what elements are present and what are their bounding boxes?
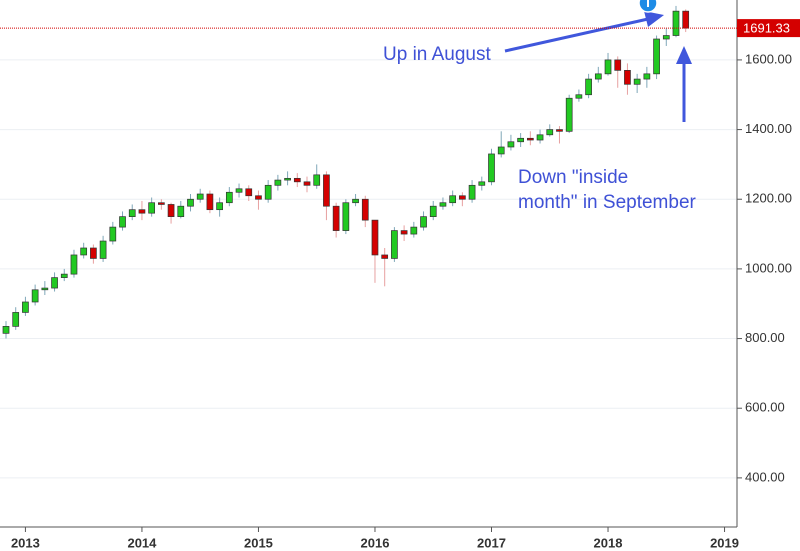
x-tick-label: 2019 — [710, 535, 739, 550]
candle-body — [22, 301, 29, 313]
candle-body — [662, 35, 670, 40]
candle-body — [459, 195, 466, 200]
y-tick-label: 1200.00 — [745, 191, 792, 206]
candle-body — [216, 202, 223, 211]
candle-body — [633, 78, 641, 85]
candle-body — [332, 205, 340, 231]
candle-body — [361, 198, 369, 221]
candle-body — [177, 205, 185, 218]
candle-body — [614, 59, 622, 71]
candle-body — [225, 191, 233, 204]
candles — [2, 5, 690, 339]
candle-body — [148, 202, 155, 214]
candle-body — [313, 174, 321, 186]
candle-body — [70, 254, 78, 275]
candle-body — [420, 216, 427, 228]
y-tick-label: 400.00 — [745, 469, 785, 484]
last-price-box — [737, 19, 800, 38]
x-tick-label: 2013 — [11, 535, 40, 550]
candle-body — [119, 216, 126, 228]
candle-body — [235, 188, 243, 193]
candle-body — [653, 38, 660, 75]
candle-body — [303, 181, 311, 186]
x-tick-label: 2015 — [244, 535, 273, 550]
candle-body — [80, 247, 88, 256]
candle-body — [264, 184, 272, 200]
candle-body — [672, 10, 680, 36]
candle-body — [255, 195, 262, 200]
candle-body — [643, 73, 651, 80]
candle-body — [526, 137, 534, 141]
candle-body — [284, 177, 291, 181]
candle-body — [400, 230, 408, 235]
annotation: Up in August — [383, 44, 491, 65]
y-tick-label: 1400.00 — [745, 121, 792, 136]
candle-body — [342, 202, 350, 231]
candle-body — [90, 247, 97, 259]
x-tick-label: 2018 — [594, 535, 623, 550]
x-tick-label: 2016 — [361, 535, 390, 550]
last-price-label: 1691.33 — [743, 21, 790, 36]
candle-body — [449, 195, 457, 204]
candle-body — [536, 134, 544, 141]
annotation: month" in September — [518, 192, 697, 213]
candle-body — [2, 326, 10, 334]
candle-body — [624, 70, 631, 85]
candle-body — [206, 193, 214, 211]
y-tick-label: 800.00 — [745, 330, 785, 345]
arrow — [504, 11, 664, 53]
candle-body — [51, 277, 58, 289]
candle-body — [507, 141, 515, 148]
candle-body — [517, 137, 524, 143]
candle-body — [381, 254, 389, 259]
candle-body — [497, 146, 505, 155]
candle-body — [187, 198, 194, 207]
candle-body — [488, 153, 495, 183]
candle-body — [109, 226, 117, 242]
candle-body — [41, 287, 49, 291]
candle-body — [565, 97, 573, 132]
candle-body — [12, 312, 20, 327]
candle-body — [274, 179, 282, 186]
candle-body — [410, 226, 418, 235]
candle-body — [323, 174, 330, 207]
candle-body — [546, 129, 554, 136]
candle-body — [128, 209, 136, 218]
x-tick-label: 2014 — [127, 535, 157, 550]
candle-body — [682, 10, 690, 29]
candle-body — [99, 240, 107, 259]
x-tick-label: 2017 — [477, 535, 506, 550]
candle-body — [293, 177, 301, 183]
candle-body — [594, 73, 602, 80]
candle-body — [371, 219, 379, 256]
candle-body — [468, 184, 476, 200]
candle-body — [196, 193, 204, 200]
candle-body — [585, 78, 592, 96]
candle-body — [575, 94, 583, 99]
candle-body — [31, 289, 39, 303]
candle-body — [391, 230, 398, 259]
candle-body — [429, 205, 437, 218]
candle-body — [556, 129, 563, 132]
y-tick-label: 1000.00 — [745, 260, 792, 275]
candle-body — [245, 188, 253, 197]
y-tick-label: 600.00 — [745, 400, 785, 415]
candle-body — [138, 209, 146, 214]
candle-body — [167, 204, 175, 218]
candle-body — [352, 198, 359, 204]
candle-body — [478, 181, 486, 186]
annotation: Down "inside — [518, 167, 628, 188]
candle-body — [60, 273, 68, 278]
candle-body — [604, 59, 612, 75]
grid — [0, 59, 737, 479]
y-tick-label: 1600.00 — [745, 51, 792, 66]
info-icon[interactable] — [638, 0, 658, 13]
candle-body — [158, 202, 165, 205]
arrow — [676, 46, 692, 122]
candle-body — [439, 202, 447, 207]
